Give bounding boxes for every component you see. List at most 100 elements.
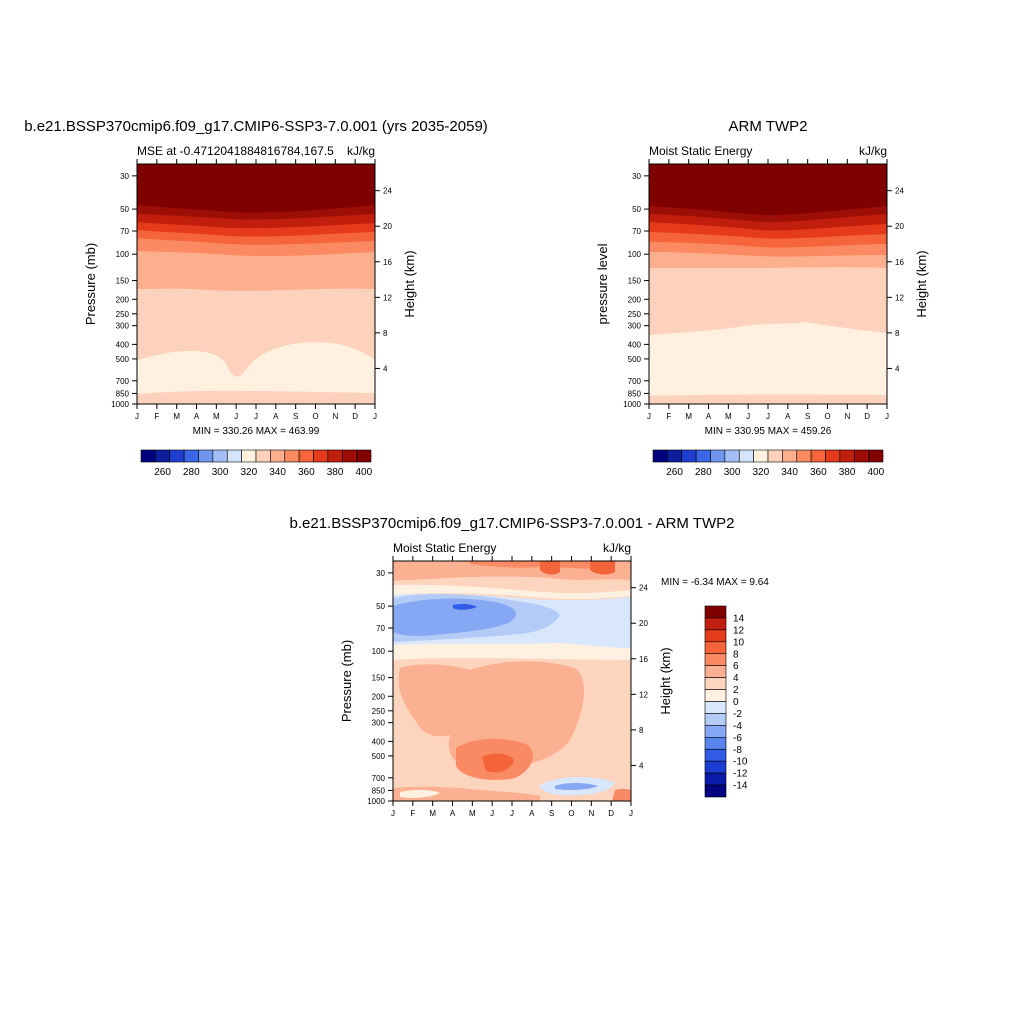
- colorbar-label: -12: [733, 769, 748, 780]
- y-tick-label: 30: [120, 172, 129, 181]
- x-tick-label: F: [154, 412, 159, 421]
- colorbar-swatch: [681, 449, 697, 463]
- colorbar-label: 0: [733, 697, 739, 708]
- colorbar-swatch: [704, 629, 727, 643]
- x-tick-label: F: [666, 412, 671, 421]
- colorbar-swatch: [169, 449, 185, 463]
- colorbar-label: -2: [733, 709, 742, 720]
- colorbar-swatch: [704, 760, 727, 774]
- y-tick-label: 700: [372, 774, 386, 783]
- colorbar-label: -10: [733, 757, 748, 768]
- y-tick-label: 1000: [367, 797, 385, 806]
- height-tick-label: 8: [639, 726, 644, 735]
- y-tick-label: 700: [628, 377, 642, 386]
- colorbar-label: 400: [867, 467, 884, 478]
- colorbar-swatch: [198, 449, 214, 463]
- colorbar-swatch: [695, 449, 711, 463]
- panel-obs-title: ARM TWP2: [729, 118, 808, 135]
- x-tick-label: A: [785, 412, 791, 421]
- colorbar-swatch: [704, 653, 727, 666]
- x-tick-label: J: [254, 412, 258, 421]
- colorbar-swatch: [767, 449, 783, 463]
- x-tick-label: A: [706, 412, 712, 421]
- panel-model-height-axis: 4 8 12 16 20 24: [375, 187, 392, 373]
- colorbar-label: -4: [733, 721, 742, 732]
- colorbar-swatch: [704, 784, 727, 798]
- panel-model-colorbar: 260 280 300 320 340 360 380 400: [140, 449, 373, 478]
- y-tick-label: 70: [120, 227, 129, 236]
- y-tick-label: 150: [372, 674, 386, 683]
- colorbar-swatch: [704, 617, 727, 631]
- panel-diff: b.e21.BSSP370cmip6.f09_g17.CMIP6-SSP3-7.…: [290, 515, 770, 818]
- x-tick-label: J: [885, 412, 889, 421]
- colorbar-label: 260: [666, 467, 683, 478]
- panel-diff-right-subtitle: kJ/kg: [603, 541, 631, 555]
- x-tick-label: N: [844, 412, 850, 421]
- panel-obs-ylabel: pressure level: [595, 243, 610, 324]
- colorbar-swatch: [255, 449, 271, 463]
- colorbar-swatch: [704, 665, 727, 678]
- x-tick-label: M: [429, 809, 436, 818]
- colorbar-swatch: [753, 449, 769, 463]
- colorbar-swatch: [704, 605, 727, 619]
- y-tick-label: 850: [628, 389, 642, 398]
- y-tick-label: 250: [372, 707, 386, 716]
- panel-model-right-subtitle: kJ/kg: [347, 144, 375, 158]
- colorbar-label: 360: [810, 467, 827, 478]
- panel-model-minmax: MIN = 330.26 MAX = 463.99: [193, 426, 320, 437]
- panel-obs-height-axis: 4 8 12 16 20 24: [887, 187, 904, 373]
- colorbar-label: 14: [733, 613, 745, 624]
- colorbar-swatch: [652, 449, 668, 463]
- panel-obs-minmax: MIN = 330.95 MAX = 459.26: [705, 426, 832, 437]
- y-tick-label: 100: [628, 250, 642, 259]
- colorbar-label: 4: [733, 673, 739, 684]
- y-tick-label: 400: [628, 340, 642, 349]
- y-tick-label: 50: [120, 205, 129, 214]
- x-tick-label: J: [391, 809, 395, 818]
- height-tick-label: 8: [383, 329, 388, 338]
- x-tick-label: J: [746, 412, 750, 421]
- y-tick-label: 500: [116, 355, 130, 364]
- colorbar-label: 6: [733, 661, 739, 672]
- x-tick-label: J: [234, 412, 238, 421]
- y-tick-label: 150: [116, 277, 130, 286]
- panel-diff-height-axis: 4 8 12 16 20 24: [631, 584, 648, 770]
- x-tick-label: J: [510, 809, 514, 818]
- panel-obs-right-subtitle: kJ/kg: [859, 144, 887, 158]
- colorbar-label: 320: [240, 467, 257, 478]
- panel-diff-y-axis: 30 50 70 100 150 200 250 300 400 500 700 850 1000: [367, 569, 393, 806]
- colorbar-label: 280: [695, 467, 712, 478]
- panel-model-ylabel: Pressure (mb): [83, 243, 98, 325]
- colorbar-label: 12: [733, 625, 745, 636]
- panel-obs-field: [649, 164, 887, 404]
- panel-diff-field: [393, 561, 631, 801]
- x-tick-label: F: [410, 809, 415, 818]
- x-tick-label: J: [373, 412, 377, 421]
- colorbar-swatch: [710, 449, 726, 463]
- y-tick-label: 500: [628, 355, 642, 364]
- colorbar-swatch: [140, 449, 156, 463]
- x-tick-label: A: [194, 412, 200, 421]
- height-tick-label: 12: [895, 293, 904, 302]
- x-tick-label: A: [450, 809, 456, 818]
- panel-diff-ylabel: Pressure (mb): [339, 640, 354, 722]
- y-tick-label: 500: [372, 752, 386, 761]
- y-tick-label: 100: [116, 250, 130, 259]
- x-tick-label: J: [490, 809, 494, 818]
- height-tick-label: 4: [639, 761, 644, 770]
- x-tick-label: A: [273, 412, 279, 421]
- colorbar-swatch: [341, 449, 357, 463]
- y-tick-label: 400: [372, 737, 386, 746]
- colorbar-swatch: [782, 449, 798, 463]
- y-tick-label: 250: [116, 310, 130, 319]
- panel-model-title: b.e21.BSSP370cmip6.f09_g17.CMIP6-SSP3-7.…: [24, 118, 488, 135]
- panel-obs-ylabel-right: Height (km): [914, 250, 929, 317]
- y-tick-label: 400: [116, 340, 130, 349]
- colorbar-label: 340: [269, 467, 286, 478]
- colorbar-swatch: [868, 449, 884, 463]
- height-tick-label: 20: [639, 619, 648, 628]
- colorbar-label: -6: [733, 733, 742, 744]
